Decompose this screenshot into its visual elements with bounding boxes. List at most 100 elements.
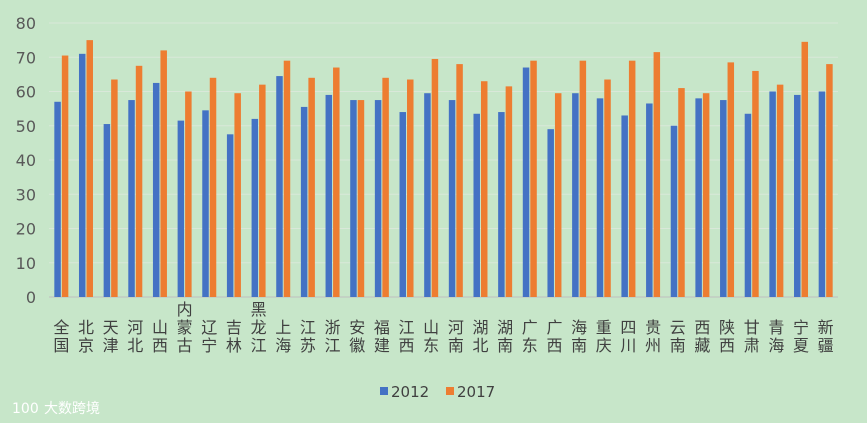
bar-2017 [776,84,784,298]
bar-2017 [382,77,389,297]
bar-2012 [424,93,431,298]
bar-2012 [473,113,480,297]
bar-2017 [160,50,167,298]
x-category-label: 辽宁 [201,318,217,355]
x-category-label: 吉林 [226,318,242,355]
bar-2017 [702,93,710,298]
bar-2012 [350,100,357,297]
bars [54,40,833,298]
x-category-label: 广东 [522,318,538,355]
y-tick-label: 20 [16,220,36,239]
x-category-label: 上海 [275,318,291,355]
bar-2017 [604,79,611,297]
bar-2012 [399,112,407,297]
bar-2012 [498,112,505,297]
bar-2012 [646,103,653,297]
x-category-label: 西藏 [694,318,710,355]
bar-2017 [456,64,463,297]
bar-2017 [727,62,735,298]
x-category-label: 河北 [127,318,143,355]
legend-label-2012: 2012 [391,383,429,401]
bar-2012 [621,115,628,297]
bar-2012 [547,129,554,297]
y-axis-ticks: 0 10 20 30 40 50 60 70 80 [16,14,36,307]
x-category-label: 新疆 [818,318,834,355]
bar-2012 [720,100,727,297]
x-category-label: 福建 [374,318,390,355]
x-category-label: 天津 [103,318,119,355]
bar-2017 [357,100,365,297]
bar-2012 [202,110,209,298]
legend-swatch-2017 [446,387,454,395]
y-tick-label: 10 [16,254,36,273]
legend: 2012 2017 [380,383,495,401]
bar-2012 [794,94,801,297]
x-category-label: 贵州 [645,318,661,355]
bar-2012 [128,100,135,297]
bar-2012 [670,125,678,297]
bar-2017 [86,40,93,297]
x-category-label: 甘肃 [744,318,760,355]
x-category-label: 江苏 [300,318,316,355]
bar-2017 [653,52,661,297]
bar-2017 [431,58,439,298]
watermark-logo: 100 [12,401,39,417]
bar-2017 [407,79,414,297]
bar-2012 [448,100,456,297]
x-category-label: 青海 [768,318,784,355]
bar-2012 [695,98,702,297]
bar-2017 [826,64,833,297]
bar-2017 [135,65,143,297]
bar-2017 [579,60,587,297]
x-category-label: 湖南 [497,318,513,355]
bar-2017 [480,81,488,297]
x-category-label: 山东 [423,318,439,355]
bar-2012 [226,134,234,297]
bar-2017 [209,77,217,297]
y-tick-label: 70 [16,48,36,67]
x-category-label: 海南 [571,318,587,355]
bar-2017 [530,60,537,297]
bar-2017 [752,70,759,297]
bar-2017 [283,60,291,297]
bar-2017 [628,60,636,297]
x-axis-labels: 全国北京天津河北山西内蒙古辽宁吉林黑龙江上海江苏浙江安徽福建江西山东河南湖北湖南… [53,300,833,355]
bar-2012 [744,113,752,297]
x-category-label: 全国 [53,318,69,355]
bar-2012 [78,53,86,298]
y-tick-label: 30 [16,185,36,204]
bar-2012 [251,118,259,298]
bar-2012 [103,124,111,297]
bar-2017 [259,84,266,298]
bar-2012 [596,98,604,297]
x-category-label: 重庆 [596,318,612,355]
x-category-label: 四川 [620,318,636,355]
bar-2017 [678,88,685,297]
bar-2017 [801,41,809,298]
x-category-label: 山西 [152,318,168,355]
y-tick-label: 40 [16,151,36,170]
legend-label-2017: 2017 [457,383,495,401]
x-category-label: 云南 [670,318,686,355]
y-tick-label: 0 [26,288,36,307]
watermark: 100 大数跨境 [12,401,100,417]
bar-2012 [54,101,61,298]
bar-2012 [276,76,283,298]
y-tick-label: 50 [16,117,36,136]
x-category-label: 河南 [448,318,464,355]
bar-2017 [505,86,513,297]
x-category-label: 广西 [546,318,562,355]
bar-2012 [177,120,185,297]
x-category-label: 内蒙古 [177,300,193,355]
x-category-label: 湖北 [472,318,488,355]
bar-2012 [325,94,333,297]
x-category-label: 宁夏 [793,318,809,355]
x-category-label: 浙江 [325,318,341,355]
bar-2012 [818,91,826,297]
bar-2012 [374,100,382,297]
bar-2012 [152,82,160,297]
bar-2017 [185,91,192,297]
bar-2017 [308,77,315,297]
bar-2017 [61,55,69,297]
